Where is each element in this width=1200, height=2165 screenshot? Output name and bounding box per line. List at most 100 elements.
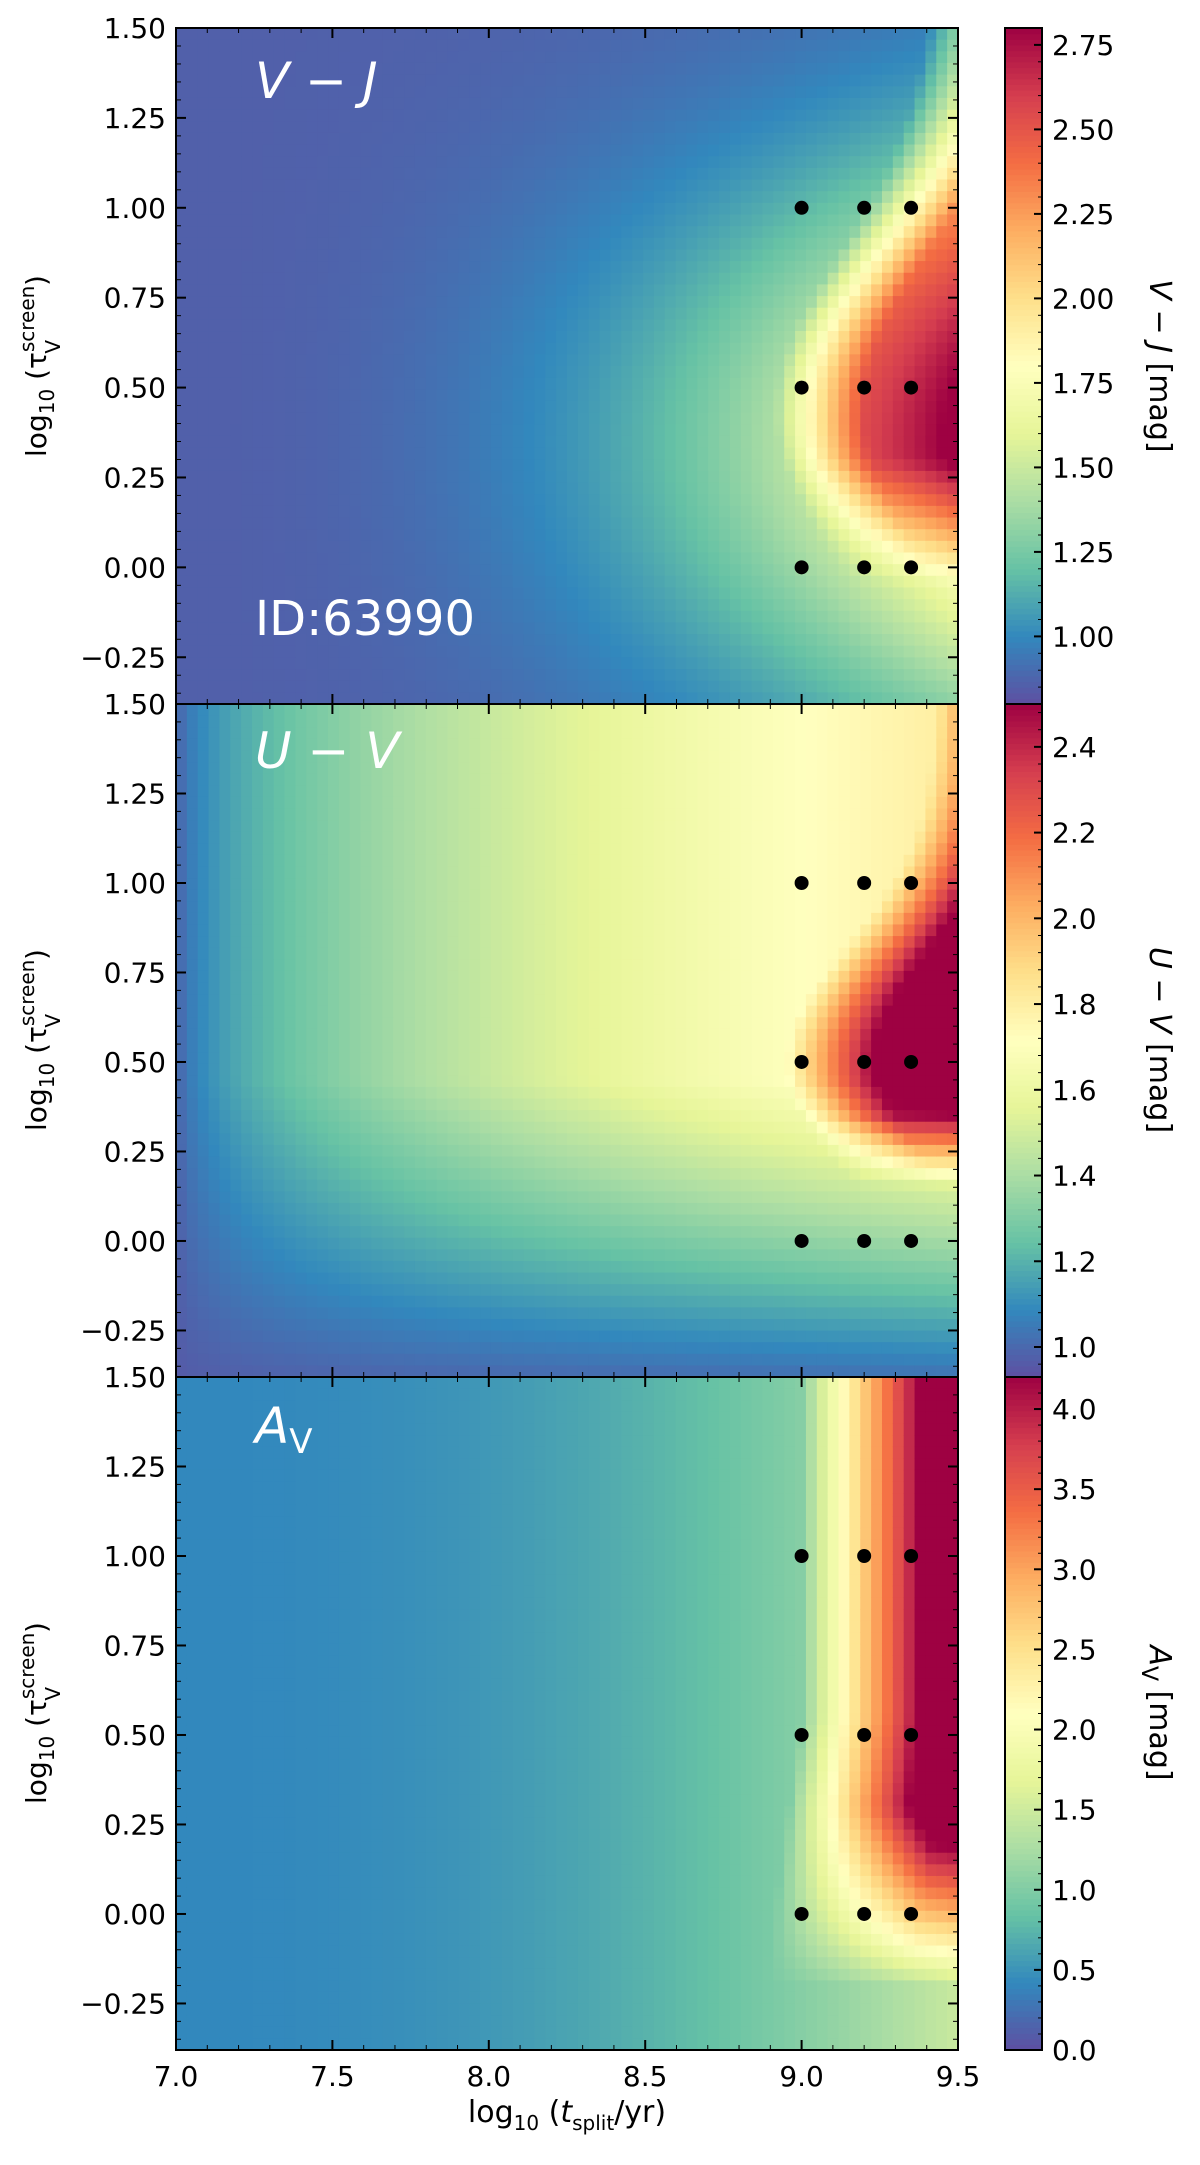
y-tick-label: −0.25	[80, 1314, 166, 1347]
y-tick-label: 0.00	[104, 551, 166, 584]
y-tick-label: 1.50	[104, 12, 166, 45]
data-point	[857, 380, 872, 395]
colorbar-tick-label: 3.5	[1052, 1473, 1097, 1506]
panel-label-av: AV	[252, 1397, 312, 1462]
colorbar-label-uv: U − V [mag]	[1142, 947, 1177, 1133]
colorbar-tick-label: 2.4	[1052, 731, 1097, 764]
colorbar-tick-label: 2.2	[1052, 817, 1097, 850]
y-axis-label-vj: log10 (τscreen V)	[15, 275, 65, 457]
data-point	[794, 875, 809, 890]
data-point	[794, 380, 809, 395]
data-point	[904, 1906, 919, 1921]
y-tick-label: 0.25	[104, 461, 166, 494]
data-point	[794, 1727, 809, 1742]
colorbar-tick-label: 2.0	[1052, 902, 1097, 935]
colorbar-tick-label: 0.5	[1052, 1954, 1097, 1987]
x-tick-label: 7.0	[154, 2060, 199, 2093]
x-tick-label: 8.5	[623, 2060, 668, 2093]
data-point	[904, 1233, 919, 1248]
y-tick-label: 1.50	[104, 688, 166, 721]
data-point	[857, 1054, 872, 1069]
colorbar-tick-label: 1.6	[1052, 1074, 1097, 1107]
colorbar-tick-label: 1.5	[1052, 1794, 1097, 1827]
colorbar-tick-label: 3.0	[1052, 1553, 1097, 1586]
data-point	[857, 200, 872, 215]
y-tick-label: 0.25	[104, 1808, 166, 1841]
y-tick-label: −0.25	[80, 1987, 166, 2020]
points-uv	[794, 875, 919, 1248]
y-tick-label: 0.75	[104, 956, 166, 989]
x-ticks-av: 7.0 7.5 8.0 8.5 9.0 9.5	[154, 1377, 981, 2093]
panel-label-uv: U − V	[255, 722, 403, 780]
colorbar-uv: 1.0 1.2 1.4 1.6 1.8 2.0 2.2 2.4	[1004, 703, 1097, 1378]
y-tick-label: 0.75	[104, 282, 166, 315]
y-tick-label: 1.00	[104, 192, 166, 225]
plot-frame-av	[175, 1376, 959, 2051]
data-point	[794, 1054, 809, 1069]
y-ticks-uv: −0.25 0.00 0.25 0.50 0.75 1.00 1.25 1.50	[80, 688, 958, 1367]
x-tick-label: 9.5	[936, 2060, 981, 2093]
data-point	[794, 1233, 809, 1248]
colorbar-tick-label: 2.25	[1052, 198, 1114, 231]
y-tick-label: 0.50	[104, 372, 166, 405]
colorbar-tick-label: 1.50	[1052, 451, 1114, 484]
y-tick-label: 0.75	[104, 1629, 166, 1662]
colorbar-tick-label: 1.8	[1052, 988, 1097, 1021]
colorbar-label-vj: V − J [mag]	[1142, 279, 1177, 452]
colorbar-tick-label: 1.0	[1052, 1874, 1097, 1907]
y-tick-label: 0.00	[104, 1225, 166, 1258]
colorbar-tick-label: 0.0	[1052, 2034, 1097, 2067]
data-point	[857, 1233, 872, 1248]
colorbar-vj: 1.00 1.25 1.50 1.75 2.00 2.25 2.50 2.75	[1004, 27, 1114, 705]
colorbar-tick-label: 1.25	[1052, 536, 1114, 569]
colorbar-tick-label: 2.50	[1052, 113, 1114, 146]
y-ticks-av: −0.25 0.00 0.25 0.50 0.75 1.00 1.25 1.50	[80, 1361, 958, 2040]
panel-uv: −0.25 0.00 0.25 0.50 0.75 1.00 1.25 1.50 U − V …	[15, 688, 1177, 1378]
data-point	[857, 875, 872, 890]
points-vj	[794, 200, 919, 575]
data-point	[904, 200, 919, 215]
colorbar-tick-label: 1.0	[1052, 1331, 1097, 1364]
data-point	[904, 560, 919, 575]
y-tick-label: 1.00	[104, 1540, 166, 1573]
y-tick-label: 0.50	[104, 1719, 166, 1752]
y-tick-label: 1.25	[104, 1450, 166, 1483]
data-point	[904, 875, 919, 890]
colorbar-tick-label: 2.00	[1052, 282, 1114, 315]
data-point	[794, 1548, 809, 1563]
x-tick-label: 8.0	[467, 2060, 512, 2093]
colorbar-tick-label: 2.5	[1052, 1633, 1097, 1666]
y-tick-label: 0.50	[104, 1046, 166, 1079]
y-tick-label: 0.25	[104, 1135, 166, 1168]
data-point	[904, 380, 919, 395]
colorbar-tick-label: 1.00	[1052, 620, 1114, 653]
y-tick-label: 1.50	[104, 1361, 166, 1394]
panel-label-vj: V − J	[255, 52, 378, 110]
panel-vj: −0.25 0.00 0.25 0.50 0.75 1.00 1.25 1.50 V − J …	[15, 12, 1177, 705]
y-tick-label: 1.25	[104, 777, 166, 810]
data-point	[857, 560, 872, 575]
y-tick-label: −0.25	[80, 641, 166, 674]
colorbar-tick-label: 1.2	[1052, 1245, 1097, 1278]
data-point	[794, 1906, 809, 1921]
panel-av: −0.25 0.00 0.25 0.50 0.75 1.00 1.25 1.50 7.0 7.5…	[15, 1361, 1177, 2093]
data-point	[904, 1054, 919, 1069]
colorbar-tick-label: 1.75	[1052, 367, 1114, 400]
data-point	[857, 1727, 872, 1742]
y-tick-label: 0.00	[104, 1898, 166, 1931]
data-point	[857, 1906, 872, 1921]
heatmap-uv	[176, 704, 959, 1378]
x-tick-label: 9.0	[779, 2060, 824, 2093]
data-point	[904, 1727, 919, 1742]
points-av	[794, 1548, 919, 1921]
data-point	[794, 560, 809, 575]
colorbar-tick-label: 2.75	[1052, 29, 1114, 62]
heatmap-av	[176, 1377, 959, 2051]
y-ticks-vj: −0.25 0.00 0.25 0.50 0.75 1.00 1.25 1.50	[80, 12, 958, 694]
y-tick-label: 1.00	[104, 867, 166, 900]
data-point	[857, 1548, 872, 1563]
y-axis-label-av: log10 (τscreen V)	[15, 1622, 65, 1804]
x-tick-label: 7.5	[310, 2060, 355, 2093]
y-tick-label: 1.25	[104, 102, 166, 135]
